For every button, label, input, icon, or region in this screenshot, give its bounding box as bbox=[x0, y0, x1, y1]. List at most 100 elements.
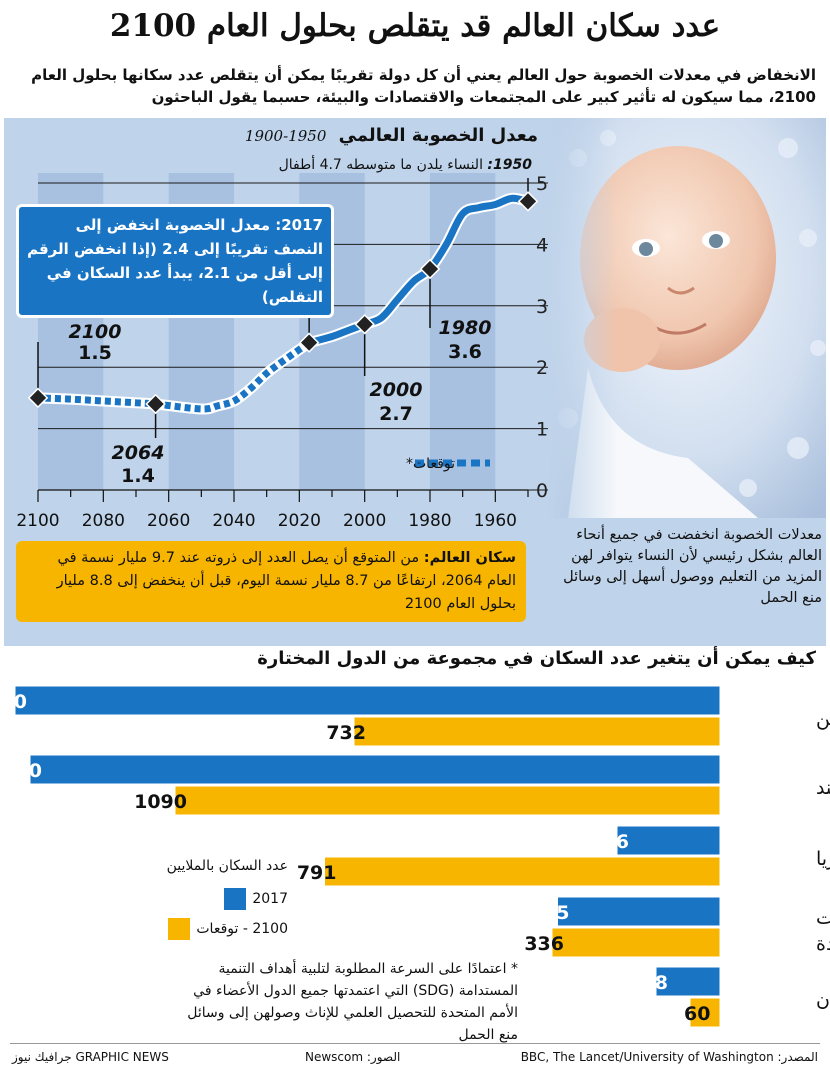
bar-2100 bbox=[551, 927, 721, 958]
bar-2017 bbox=[557, 896, 721, 927]
data-label-year: 2000 bbox=[370, 379, 423, 401]
historical-line bbox=[305, 194, 532, 347]
legend-label-2100: 2100 - توقعات bbox=[196, 921, 288, 937]
diamond-marker-icon bbox=[517, 191, 539, 212]
world-population-box: سكان العالم: من المتوقع أن يصل العدد إلى… bbox=[16, 541, 526, 622]
x-tick-label: 2060 bbox=[147, 511, 190, 531]
bar-2017 bbox=[29, 754, 721, 785]
bar-2017 bbox=[14, 685, 721, 716]
y-tick-label: 3 bbox=[536, 296, 548, 318]
x-tick-label: 1960 bbox=[474, 511, 517, 531]
page-subtitle: الانخفاض في معدلات الخصوبة حول العالم يع… bbox=[31, 66, 816, 106]
footer-photo-credit: الصور: Newscom bbox=[305, 1050, 401, 1064]
x-axis: 2100 2080 2060 2040 2020 2000 1980 1960 bbox=[16, 489, 529, 531]
page-title: عدد سكان العالم قد يتقلص بحلول العام 210… bbox=[109, 8, 721, 44]
population-bar-chart: 1410 732 الصين 1380 1090 الهند 206 791 نيجيريا 32… bbox=[0, 685, 830, 1028]
x-tick-label: 2100 bbox=[16, 511, 59, 531]
footer-source: المصدر: BBC, The Lancet/University of Wa… bbox=[520, 1050, 818, 1064]
legend-label-2017: 2017 bbox=[252, 891, 288, 907]
diamond-shape bbox=[517, 191, 539, 212]
category-label: المتحدة bbox=[816, 933, 830, 955]
diamond-shape bbox=[298, 332, 320, 353]
data-label-value: 1.5 bbox=[78, 342, 112, 364]
diamond-marker-icon bbox=[419, 258, 441, 280]
legend-swatch-orange bbox=[168, 918, 191, 940]
diamond-shape bbox=[419, 258, 441, 280]
bar-value-label: 1090 bbox=[134, 791, 187, 813]
fertility-chart-title: معدل الخصوبة العالمي 1950-1900 bbox=[245, 125, 538, 146]
category-label: اليابان bbox=[816, 989, 830, 1011]
world-pop-text: من المتوقع أن يصل العدد إلى ذروته عند 9.… bbox=[56, 550, 516, 612]
diamond-marker-icon bbox=[298, 332, 320, 353]
x-tick-label: 2080 bbox=[82, 511, 125, 531]
x-tick-label: 2000 bbox=[343, 511, 386, 531]
y-axis: 0 1 2 3 4 5 bbox=[536, 173, 548, 502]
data-label-year: 2064 bbox=[112, 442, 165, 464]
data-label-year: 1980 bbox=[439, 317, 492, 339]
category-label: الهند bbox=[816, 777, 830, 799]
footer-divider bbox=[10, 1043, 820, 1044]
diamond-marker-icon bbox=[145, 393, 166, 415]
bar-2100 bbox=[689, 997, 721, 1028]
data-label-value: 3.6 bbox=[448, 341, 482, 363]
bar-chart-title: كيف يمكن أن يتغير عدد السكان في مجموعة م… bbox=[257, 648, 816, 669]
bar-value-label: 1410 bbox=[0, 691, 27, 713]
bar-2100 bbox=[174, 785, 721, 816]
legend-row-2017: 2017 bbox=[224, 888, 288, 910]
footer: المصدر: BBC, The Lancet/University of Wa… bbox=[0, 1048, 830, 1070]
footer-brand: GRAPHIC NEWS جرافيك نيوز bbox=[12, 1050, 169, 1064]
category-label: نيجيريا bbox=[816, 848, 830, 870]
y-tick-label: 0 bbox=[536, 480, 548, 502]
bar-value-label: 206 bbox=[589, 831, 629, 853]
chart-markers bbox=[27, 178, 539, 438]
baby-photo bbox=[548, 118, 826, 518]
y-tick-label: 4 bbox=[536, 234, 548, 256]
chart-series bbox=[32, 192, 534, 415]
bar-2100 bbox=[324, 856, 721, 887]
fertility-title-text: معدل الخصوبة العالمي bbox=[338, 125, 538, 146]
legend-projection-label: توقعات* bbox=[406, 456, 455, 472]
diamond-marker-icon bbox=[27, 387, 49, 409]
diamond-shape bbox=[354, 313, 375, 335]
callout-2017: 2017: معدل الخصوبة انخفض إلى النصف تقريب… bbox=[16, 204, 334, 318]
footnote: * اعتمادًا على السرعة المطلوبة لتلبية أه… bbox=[187, 961, 518, 1043]
photo-caption: معدلات الخصوبة انخفضت في جميع أنحاء العا… bbox=[563, 527, 822, 606]
projection-line bbox=[37, 339, 312, 413]
bar-2017 bbox=[616, 825, 721, 856]
y-tick-label: 1 bbox=[536, 419, 548, 441]
data-label-value: 1.4 bbox=[121, 465, 155, 487]
data-label-value: 2.7 bbox=[379, 403, 413, 425]
legend-swatch-blue bbox=[224, 888, 247, 910]
diamond-marker-icon bbox=[354, 313, 375, 335]
bar-value-label: 732 bbox=[326, 722, 366, 744]
x-tick-label: 2040 bbox=[212, 511, 255, 531]
data-label-year: 2100 bbox=[69, 321, 122, 343]
x-tick-label: 1980 bbox=[408, 511, 451, 531]
world-pop-label: سكان العالم: bbox=[423, 550, 516, 566]
legend-row-2100: 2100 - توقعات bbox=[168, 918, 288, 940]
category-label: الصين bbox=[816, 708, 830, 730]
diamond-shape bbox=[27, 387, 49, 409]
bar-value-label: 791 bbox=[297, 862, 337, 884]
note-year: 1950 bbox=[493, 157, 532, 173]
bar-value-label: 60 bbox=[684, 1003, 710, 1025]
bar-value-label: 336 bbox=[524, 933, 564, 955]
x-tick-label: 2020 bbox=[278, 511, 321, 531]
bar-value-label: 325 bbox=[530, 902, 570, 924]
category-label: الولايات bbox=[816, 907, 830, 929]
bar-value-label: 128 bbox=[628, 972, 668, 994]
y-tick-label: 2 bbox=[536, 357, 548, 379]
y-tick-label: 5 bbox=[536, 173, 548, 195]
bar-2100 bbox=[353, 716, 721, 747]
bar-2017 bbox=[655, 966, 721, 997]
fertility-title-range: 1950-1900 bbox=[244, 127, 327, 145]
projection-legend: توقعات* bbox=[406, 456, 490, 472]
fertility-1950-note: 1950: النساء يلدن ما متوسطه 4.7 أطفال bbox=[278, 157, 532, 173]
note-text: النساء يلدن ما متوسطه 4.7 أطفال bbox=[278, 157, 483, 173]
legend-title: عدد السكان بالملايين bbox=[166, 858, 288, 874]
bar-value-label: 1380 bbox=[0, 760, 42, 782]
baby-illustration bbox=[548, 118, 826, 518]
chart-band bbox=[430, 173, 496, 490]
diamond-shape bbox=[145, 393, 166, 415]
